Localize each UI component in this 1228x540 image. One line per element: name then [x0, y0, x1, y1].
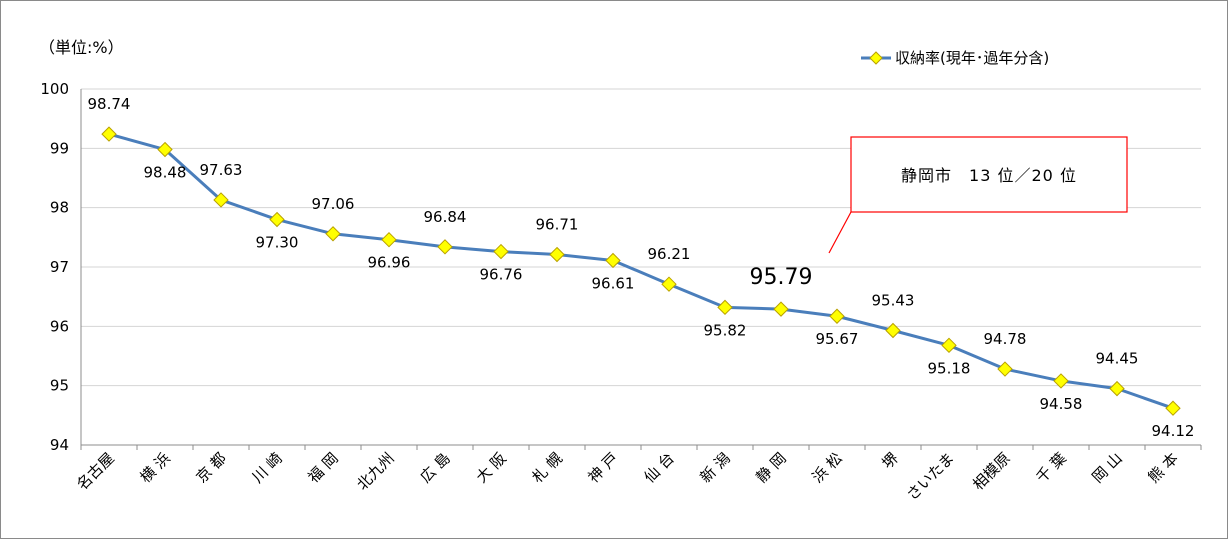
data-label: 95.43 — [872, 291, 915, 309]
data-label: 94.78 — [984, 330, 1027, 348]
category-label: 広 島 — [417, 449, 454, 486]
data-label: 94.45 — [1096, 350, 1139, 368]
data-label: 94.12 — [1152, 422, 1195, 440]
data-point-marker — [381, 231, 397, 248]
data-point-marker — [773, 301, 789, 317]
data-point-marker — [549, 246, 565, 263]
y-tick-label: 100 — [40, 80, 69, 98]
category-label: 浜 松 — [809, 449, 846, 486]
category-label: 北九州 — [353, 449, 398, 494]
data-point-marker — [325, 226, 341, 242]
category-label: 川 崎 — [249, 449, 286, 486]
callout-text: 静岡市 13 位／20 位 — [901, 166, 1077, 185]
data-point-marker — [829, 308, 845, 324]
data-point-marker — [493, 243, 509, 260]
callout-box — [850, 136, 1128, 213]
data-point-marker — [885, 322, 901, 339]
data-point-marker — [605, 252, 621, 269]
data-label: 97.06 — [312, 195, 355, 213]
data-point-marker — [941, 337, 957, 354]
data-point-marker — [1053, 373, 1069, 389]
category-label: さいたま — [903, 449, 958, 504]
legend-series-label: 収納率(現年･過年分含) — [895, 49, 1049, 67]
category-label: 横 浜 — [137, 449, 174, 486]
callout: 静岡市 13 位／20 位 — [828, 136, 1128, 254]
data-label: 98.74 — [88, 95, 131, 113]
y-tick-label: 98 — [50, 199, 69, 217]
data-label: 95.67 — [816, 330, 859, 348]
data-label: 96.76 — [480, 266, 523, 284]
data-label: 96.21 — [648, 245, 691, 263]
data-label: 96.96 — [368, 254, 411, 272]
x-axis-labels: 名古屋横 浜京 都川 崎福 岡北九州広 島大 阪札 幌神 戸仙 台新 潟静 岡浜… — [73, 449, 1182, 504]
legend-marker — [869, 51, 883, 65]
legend: 収納率(現年･過年分含) — [861, 49, 1049, 67]
data-label: 96.84 — [424, 208, 467, 226]
y-tick-label: 96 — [50, 317, 69, 335]
category-label: 千 葉 — [1033, 449, 1070, 486]
data-point-marker — [1165, 400, 1181, 416]
category-label: 熊 本 — [1145, 449, 1182, 486]
y-tick-label: 97 — [50, 258, 69, 276]
category-label: 新 潟 — [697, 449, 734, 486]
series-line — [108, 132, 1174, 410]
axes — [80, 89, 1202, 450]
category-label: 堺 — [878, 449, 901, 472]
category-label: 静 岡 — [753, 449, 790, 486]
data-label: 96.71 — [536, 216, 579, 234]
data-point-marker — [213, 192, 229, 208]
category-label: 神 戸 — [585, 449, 622, 486]
category-label: 札 幌 — [529, 449, 566, 486]
data-point-marker — [269, 211, 285, 228]
data-labels: 98.74 98.48 97.63 97.30 97.06 96.96 96.84 96.76… — [88, 95, 1195, 440]
unit-label: （単位:%） — [39, 38, 124, 57]
y-axis-ticks: 94 95 96 97 98 99 100 — [40, 80, 69, 454]
category-label: 京 都 — [193, 449, 230, 486]
category-label: 福 岡 — [305, 449, 342, 486]
y-tick-label: 94 — [50, 436, 69, 454]
data-point-marker — [157, 141, 173, 158]
y-tick-label: 95 — [50, 377, 69, 395]
data-label: 96.61 — [592, 274, 635, 292]
category-label: 相模原 — [969, 449, 1014, 494]
category-label: 大 阪 — [473, 449, 510, 486]
data-point-marker — [661, 276, 677, 292]
series — [101, 126, 1181, 416]
category-label: 名古屋 — [73, 449, 118, 494]
data-point-marker — [101, 126, 117, 142]
category-label: 岡 山 — [1089, 449, 1126, 486]
data-label: 97.30 — [256, 234, 299, 252]
data-label: 95.18 — [928, 359, 971, 377]
highlight-data-label: 95.79 — [750, 265, 813, 290]
gridlines — [81, 88, 1201, 387]
category-label: 仙 台 — [641, 449, 678, 486]
data-label: 94.58 — [1040, 395, 1083, 413]
data-point-marker — [997, 361, 1013, 377]
data-label: 95.82 — [704, 321, 747, 339]
callout-pointer — [828, 211, 852, 254]
y-tick-label: 99 — [50, 139, 69, 157]
data-point-marker — [1109, 380, 1125, 397]
data-point-marker — [437, 239, 453, 255]
data-label: 98.48 — [144, 164, 187, 182]
data-point-marker — [717, 299, 733, 316]
data-label: 97.63 — [200, 161, 243, 179]
